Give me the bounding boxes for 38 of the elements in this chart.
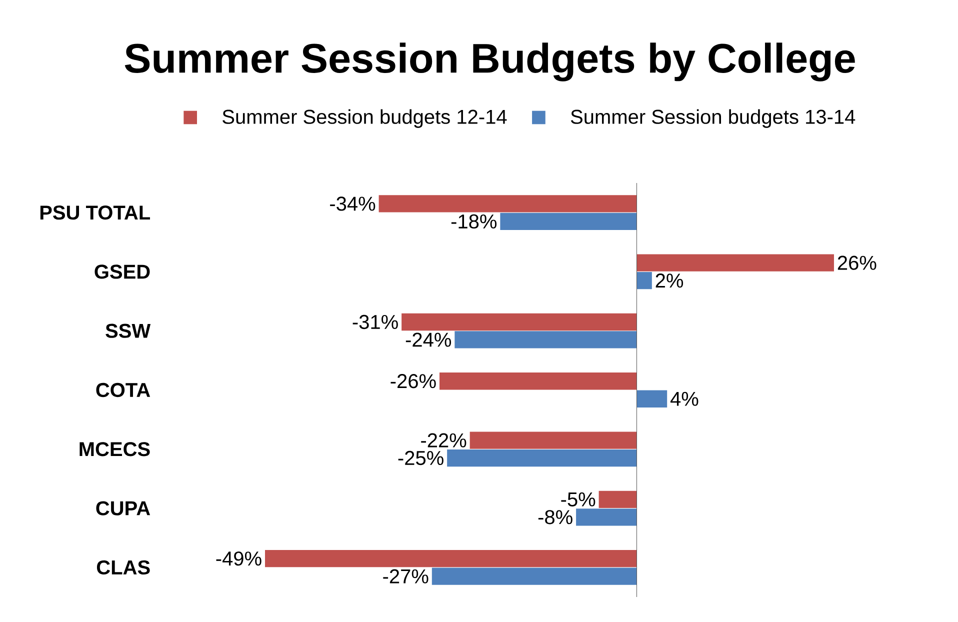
data-label: -24%	[406, 332, 451, 347]
y-tick-label: CUPA	[96, 501, 150, 516]
bar	[439, 372, 637, 390]
y-tick-label: SSW	[106, 324, 151, 338]
data-label: -26%	[390, 374, 436, 388]
bar	[636, 272, 652, 290]
bar	[636, 390, 668, 408]
bar	[378, 195, 637, 212]
legend-label: Summer Session budgets 13-14	[570, 109, 856, 128]
data-label: -22%	[421, 433, 466, 448]
data-label: -34%	[330, 196, 376, 211]
bar	[500, 212, 637, 230]
data-label: -18%	[451, 214, 497, 229]
bar	[470, 432, 637, 449]
bar	[598, 490, 637, 508]
y-tick-label: COTA	[96, 382, 150, 398]
y-tick-label: CLAS	[96, 560, 150, 574]
data-label: -27%	[383, 569, 428, 584]
data-label: 2%	[656, 274, 684, 288]
chart-title: Summer Session Budgets by College	[124, 42, 855, 82]
y-tick-label: MCECS	[80, 442, 150, 456]
data-label: 26%	[838, 256, 876, 270]
bar	[447, 449, 637, 467]
data-label: -31%	[352, 314, 398, 330]
data-label: 4%	[670, 392, 698, 406]
data-label: -25%	[398, 450, 444, 466]
bar	[402, 313, 637, 331]
bar	[636, 254, 834, 272]
data-label: -49%	[216, 551, 262, 566]
y-tick-label: GSED	[94, 264, 150, 279]
bar	[265, 550, 637, 568]
bar	[576, 508, 637, 526]
y-tick-label: PSU TOTAL	[40, 206, 150, 220]
data-label: -8%	[538, 510, 572, 524]
bar	[432, 568, 637, 585]
bar	[454, 331, 637, 348]
legend-label: Summer Session budgets 12-14	[222, 109, 507, 128]
data-label: -5%	[561, 492, 596, 506]
